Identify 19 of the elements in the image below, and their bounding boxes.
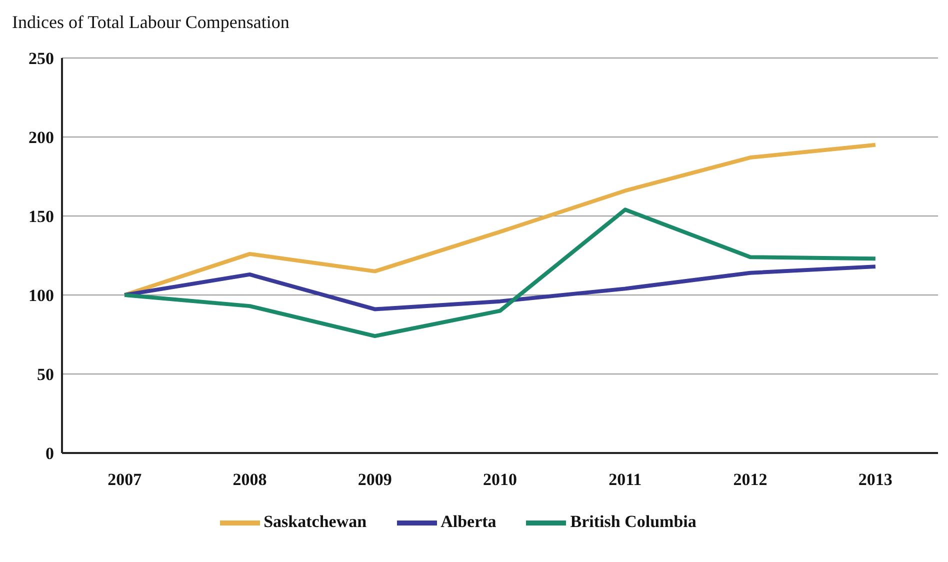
y-tick-label: 100: [28, 286, 54, 306]
line-series: [122, 142, 878, 297]
y-tick-label: 0: [46, 444, 54, 464]
x-tick-label: 2011: [608, 470, 642, 490]
legend-label: Alberta: [440, 512, 496, 531]
x-tick-label: 2009: [358, 470, 392, 490]
legend-label: British Columbia: [570, 512, 696, 531]
y-tick-label: 50: [37, 365, 54, 384]
x-tick-label: 2013: [858, 470, 892, 490]
x-tick-label: 2007: [108, 470, 142, 490]
x-tick-label: 2008: [232, 470, 267, 490]
y-tick-label: 150: [28, 207, 54, 226]
legend-label: Saskatchewan: [264, 512, 367, 531]
chart-title: Indices of Total Labour Compensation: [12, 12, 290, 33]
x-tick-label: 2012: [733, 470, 768, 490]
line-series: [122, 208, 878, 338]
y-tick-label: 200: [28, 128, 54, 148]
y-tick-label: 250: [28, 49, 54, 68]
x-tick-label: 2010: [483, 470, 517, 490]
